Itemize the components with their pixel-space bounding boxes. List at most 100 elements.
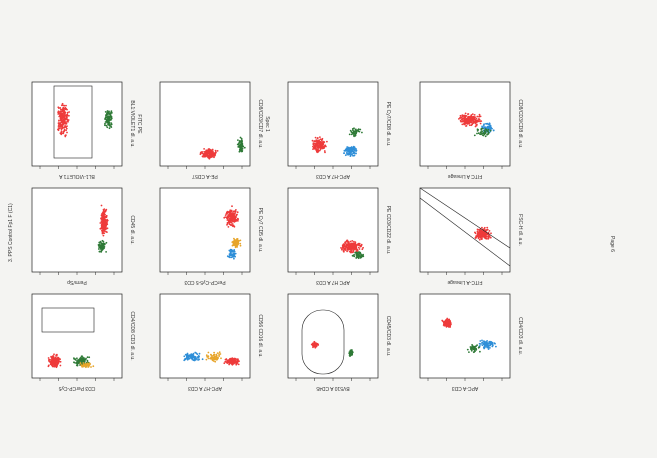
event-dot	[475, 347, 477, 350]
event-dot	[100, 247, 103, 250]
event-dot	[208, 152, 211, 155]
event-dot	[77, 359, 79, 361]
event-dot	[349, 151, 352, 154]
event-dot	[461, 123, 464, 126]
event-dot	[63, 116, 66, 119]
event-dot	[481, 226, 483, 229]
event-dot	[233, 250, 236, 253]
event-dot	[486, 346, 488, 349]
event-dot	[232, 218, 235, 221]
event-dot	[462, 114, 465, 117]
event-dot	[326, 140, 328, 143]
event-dot	[481, 341, 483, 344]
event-dot	[106, 231, 108, 234]
event-dot	[231, 361, 234, 364]
event-dot	[239, 141, 242, 143]
facs-plot: FITC A Lineage CD8/CD3/CD8 dl. a.u.	[419, 81, 523, 179]
event-dot	[346, 146, 349, 148]
event-dot	[474, 119, 477, 122]
event-dot	[49, 361, 52, 364]
event-dot	[351, 242, 354, 245]
event-dot	[202, 151, 204, 153]
event-dot	[228, 249, 231, 252]
event-dot	[104, 121, 107, 123]
event-dot	[57, 113, 60, 115]
event-dot	[216, 356, 219, 359]
event-dot	[236, 246, 239, 248]
event-dot	[63, 127, 65, 129]
event-dot	[104, 209, 107, 212]
event-dot	[97, 248, 100, 250]
event-dot	[230, 362, 233, 365]
plot-frame	[31, 81, 123, 167]
plot-frame	[159, 293, 251, 379]
event-dot	[344, 154, 347, 157]
event-dot	[61, 116, 64, 119]
event-dot	[321, 145, 324, 148]
event-dot	[349, 246, 352, 249]
event-dot	[486, 123, 489, 125]
event-dot	[233, 249, 236, 251]
event-dot	[76, 357, 78, 360]
event-dot	[98, 246, 101, 249]
event-dot	[239, 244, 242, 247]
event-dot	[105, 216, 107, 218]
event-dot	[230, 217, 232, 219]
event-dot	[324, 151, 326, 154]
event-dot	[443, 324, 446, 327]
event-dot	[62, 132, 65, 135]
event-dot	[65, 127, 68, 130]
event-dot	[63, 120, 66, 122]
event-dot	[82, 362, 85, 364]
event-dot	[311, 139, 314, 142]
event-dot	[196, 358, 198, 360]
event-dot	[355, 150, 357, 153]
event-dot	[197, 357, 200, 359]
event-dot	[349, 153, 351, 155]
event-dot	[473, 351, 476, 353]
event-dot	[475, 124, 478, 127]
event-dot	[223, 362, 226, 365]
event-dot	[106, 126, 109, 129]
event-dot	[232, 211, 235, 213]
event-dot	[353, 154, 356, 157]
event-dot	[314, 136, 317, 139]
event-dot	[474, 232, 477, 235]
event-dot	[213, 154, 216, 157]
plot-frame	[287, 81, 379, 167]
y-axis-label: FSC-H dl. a.u.	[517, 214, 523, 246]
event-dot	[358, 248, 361, 250]
event-dot	[471, 344, 473, 346]
event-dot	[110, 116, 113, 118]
event-dot	[106, 219, 109, 222]
y-axis-label: CD8/CD3/CD7 dl. a.u.	[257, 99, 263, 148]
y-axis-label: CD4/CD3 dl. a.u.	[517, 317, 523, 355]
event-dot	[213, 351, 216, 354]
event-dot	[459, 114, 462, 117]
event-dot	[482, 232, 485, 235]
x-axis-label: APC-A CD3	[452, 385, 479, 391]
event-dot	[459, 116, 461, 119]
event-dot	[482, 340, 485, 343]
event-dot	[198, 355, 201, 358]
event-dot	[464, 112, 467, 115]
event-dot	[353, 146, 356, 149]
event-dot	[102, 229, 104, 232]
event-dot	[206, 355, 209, 358]
event-dot	[101, 214, 104, 217]
event-dot	[358, 254, 361, 257]
event-dot	[347, 244, 350, 247]
event-dot	[486, 130, 489, 132]
event-dot	[470, 124, 473, 127]
event-dot	[317, 150, 320, 153]
event-dot	[60, 127, 62, 129]
event-dot	[53, 365, 56, 368]
event-dot	[317, 146, 319, 149]
event-dot	[99, 242, 102, 244]
event-dot	[473, 347, 476, 349]
event-dot	[362, 246, 364, 249]
event-dot	[354, 245, 357, 248]
event-dot	[106, 116, 109, 119]
facs-plot: FITC-A Lineage FSC-H dl. a.u.	[419, 187, 523, 285]
event-dot	[98, 250, 101, 253]
